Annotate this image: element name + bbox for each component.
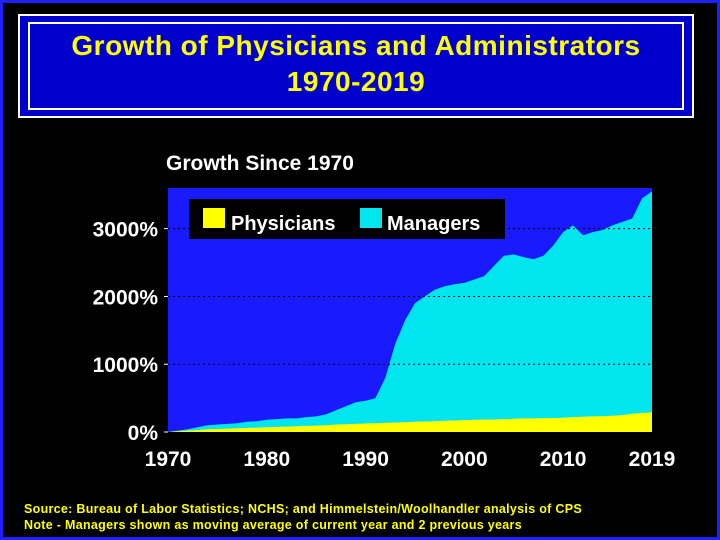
legend: Physicians Managers	[189, 199, 505, 239]
legend-swatch-managers	[360, 208, 382, 228]
legend-label-physicians: Physicians	[231, 213, 336, 235]
x-tick-label: 2019	[629, 448, 676, 471]
y-axis-ticks: 0% 1000% 2000% 3000%	[93, 219, 168, 445]
x-tick-label: 2000	[441, 448, 488, 471]
managers-area	[168, 191, 652, 432]
x-axis-ticks: 1970 1980 1990 2000 2010 2019	[145, 448, 676, 471]
title-box: Growth of Physicians and Administrators …	[18, 14, 694, 118]
y-tick-label: 0%	[128, 422, 159, 445]
y-tick-label: 1000%	[93, 354, 159, 377]
slide-title-years: 1970-2019	[286, 66, 426, 97]
legend-swatch-physicians	[203, 208, 225, 228]
x-tick-label: 2010	[540, 448, 587, 471]
legend-label-managers: Managers	[387, 213, 480, 235]
source-note: Source: Bureau of Labor Statistics; NCHS…	[24, 502, 583, 516]
chart-subtitle: Growth Since 1970	[166, 152, 354, 175]
physicians-area	[168, 412, 652, 432]
x-tick-label: 1970	[145, 448, 192, 471]
title-inner-border	[28, 22, 684, 110]
y-tick-label: 2000%	[93, 286, 159, 309]
x-tick-label: 1990	[342, 448, 389, 471]
legend-box	[189, 199, 505, 239]
x-tick-label: 1980	[243, 448, 290, 471]
y-tick-label: 3000%	[93, 219, 159, 242]
method-note: Note - Managers shown as moving average …	[24, 518, 522, 532]
slide-title: Growth of Physicians and Administrators	[71, 30, 641, 61]
